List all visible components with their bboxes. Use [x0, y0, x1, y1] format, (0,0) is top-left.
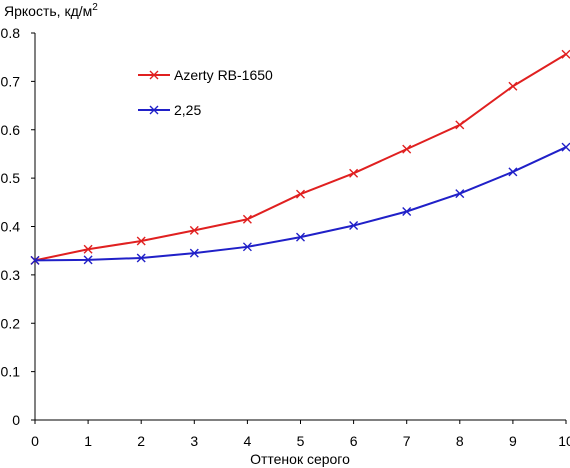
x-tick-label: 3	[190, 433, 198, 449]
data-point-marker	[242, 214, 252, 224]
x-tick-label: 4	[244, 433, 252, 449]
x-tick-label: 5	[297, 433, 305, 449]
y-tick-label: 0.7	[1, 73, 21, 89]
chart-title: Яркость, кд/м2	[4, 2, 98, 19]
chart-title-superscript: 2	[92, 2, 98, 13]
data-point-marker	[136, 236, 146, 246]
data-point-marker	[136, 253, 146, 263]
data-point-marker	[402, 207, 412, 216]
y-axis-ticks: 0 0.1 0.2 0.3 0.4 0.5 0.6 0.7 0.8	[1, 25, 35, 428]
x-tick-label: 0	[31, 433, 39, 449]
x-axis-label: Оттенок серого	[250, 451, 350, 467]
series-line	[34, 53, 567, 262]
y-tick-label: 0.5	[1, 170, 21, 186]
data-point-marker	[189, 225, 199, 235]
series-line	[34, 146, 567, 262]
data-point-marker	[508, 167, 518, 177]
y-tick-label: 0.2	[1, 315, 21, 331]
data-point-marker	[561, 142, 570, 152]
legend-label: 2,25	[174, 102, 201, 118]
legend-marker	[149, 70, 159, 80]
series-layer	[30, 49, 570, 265]
data-point-marker	[296, 189, 305, 199]
data-point-marker	[30, 255, 40, 265]
data-point-marker	[402, 144, 412, 154]
data-point-marker	[455, 189, 465, 199]
y-tick-label: 0.3	[1, 267, 21, 283]
legend-marker	[149, 105, 159, 115]
x-axis-ticks: 0 1 2 3 4 5 6 7 8 9 10	[31, 420, 570, 449]
y-tick-label: 0.8	[1, 25, 21, 41]
data-point-marker	[83, 255, 93, 265]
x-tick-label: 7	[403, 433, 411, 449]
y-tick-label: 0.4	[1, 219, 21, 235]
data-point-marker	[561, 49, 570, 59]
chart-title-text: Яркость, кд/м	[4, 3, 92, 19]
y-tick-label: 0.6	[1, 122, 21, 138]
legend-item-1: Azerty RB-1650	[138, 67, 273, 83]
x-tick-label: 2	[137, 433, 145, 449]
series-2	[30, 142, 570, 265]
series-1	[30, 49, 570, 265]
legend-item-2: 2,25	[138, 102, 201, 118]
y-tick-label: 0.1	[1, 364, 21, 380]
x-tick-label: 8	[456, 433, 464, 449]
legend-label: Azerty RB-1650	[174, 67, 273, 83]
data-point-marker	[189, 248, 199, 258]
data-point-marker	[349, 168, 359, 178]
x-tick-label: 10	[558, 433, 570, 449]
x-tick-label: 9	[509, 433, 517, 449]
legend: Azerty RB-1650 2,25	[138, 67, 273, 118]
data-point-marker	[349, 221, 359, 231]
data-point-marker	[455, 120, 465, 130]
data-point-marker	[296, 232, 305, 242]
data-point-marker	[83, 244, 93, 254]
x-tick-label: 6	[350, 433, 358, 449]
data-point-marker	[508, 81, 518, 91]
x-tick-label: 1	[84, 433, 92, 449]
data-point-marker	[242, 242, 252, 252]
y-tick-label: 0	[12, 412, 20, 428]
